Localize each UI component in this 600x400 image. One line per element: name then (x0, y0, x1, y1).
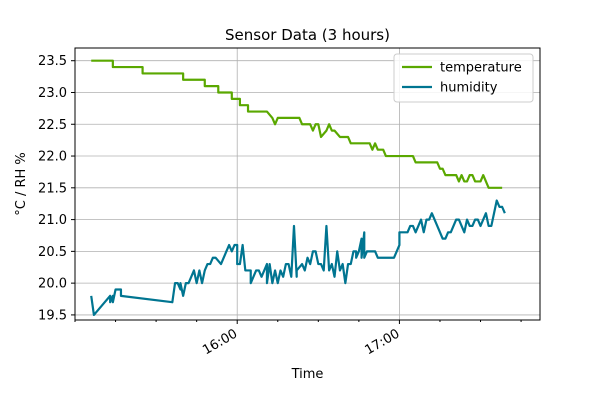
y-tick-label: 21.5 (38, 181, 67, 196)
y-tick-label: 23.5 (38, 54, 67, 69)
series-line-temperature (91, 59, 503, 189)
y-axis-label: °C / RH % (14, 152, 29, 216)
series-line-humidity (90, 199, 506, 317)
grid (75, 48, 540, 320)
y-tick-label: 19.5 (38, 308, 67, 323)
y-tick-label: 21.0 (38, 213, 67, 228)
axes: 19.520.020.521.021.522.022.523.023.516:0… (38, 54, 522, 358)
y-tick-label: 22.0 (38, 150, 67, 165)
y-tick-label: 20.0 (38, 277, 67, 292)
legend: temperature humidity (393, 53, 534, 103)
y-tick-label: 23.0 (38, 86, 67, 101)
plot-frame (74, 47, 541, 321)
chart-title: Sensor Data (3 hours) (225, 26, 390, 44)
x-axis-label: Time (291, 367, 324, 382)
y-tick-label: 22.5 (38, 118, 67, 133)
legend-label-temperature: temperature (440, 61, 522, 76)
plot-lines (90, 59, 506, 317)
y-tick-label: 20.5 (38, 245, 67, 260)
legend-label-humidity: humidity (440, 81, 498, 96)
